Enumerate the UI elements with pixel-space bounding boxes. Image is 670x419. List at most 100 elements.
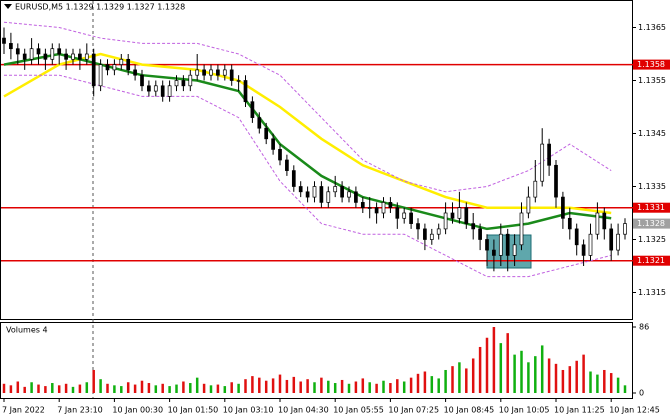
candle-body [333,186,338,193]
x-tick-label: 7 Jan 2022 [2,406,45,415]
candle-body [229,69,234,81]
candle-body [91,53,96,87]
candle-body [126,58,131,71]
candle-body [15,48,20,55]
candle-body [395,207,400,219]
volume-panel [0,322,633,399]
candle-body [450,212,455,219]
candle-body [29,48,34,60]
candle-body [464,207,469,224]
x-tick-label: 10 Jan 05:55 [333,406,384,415]
candle-body [416,223,420,230]
candle-body [374,207,379,214]
candle-body [84,53,89,60]
last-price-label: 1.1328 [637,219,665,228]
candle-body [402,212,407,219]
candle-body [22,53,27,60]
candle-body [119,58,124,65]
candle-body [2,37,6,44]
x-tick-label: 10 Jan 08:45 [444,406,495,415]
candle-body [423,228,427,240]
candle-body [388,202,393,209]
indicator-line [3,52,612,215]
candle-body [50,48,55,60]
candle-body [478,228,482,240]
candle-body [112,64,117,71]
candle-body [485,239,489,251]
level-tag [633,202,670,213]
candle-body [160,85,165,97]
candle-body [429,233,434,240]
candle-body [554,164,558,198]
symbol-icon [4,4,12,9]
candle-body [367,207,372,209]
candle-body [195,69,200,76]
candle-body [471,223,476,230]
candle-body [133,69,137,76]
candle-body [340,186,344,198]
candle-body [174,80,179,87]
level-tag [633,255,670,266]
candle-body [285,159,289,171]
candle-body [298,186,303,193]
candle-body [616,233,620,251]
candle-body [43,53,48,60]
y-tick-label: 1.1365 [638,23,666,32]
candle-body [540,143,545,182]
candle-body [105,64,110,71]
candle-body [147,85,151,92]
candle-body [209,69,213,76]
chart-title: EURUSD,M5 1.1329 1.1329 1.1327 1.1328 [15,3,185,12]
candle-body [153,85,158,92]
level-label: 1.1321 [637,256,665,265]
x-tick-label: 10 Jan 00:30 [112,406,163,415]
candle-body [347,191,351,198]
candle-body [609,228,614,251]
x-tick-label: 10 Jan 01:50 [168,406,219,415]
candle-body [602,212,607,230]
candle-body [71,53,75,60]
candle-body [188,74,193,87]
x-tick-label: 7 Jan 23:10 [57,406,103,415]
volume-tick-label: 86 [639,323,649,332]
candle-body [443,212,448,230]
candle-body [291,170,296,187]
candle-body [409,212,413,224]
candle-body [436,228,441,235]
candle-body [547,143,551,166]
candle-body [533,180,538,198]
candle-body [492,249,496,256]
candle-body [574,228,579,246]
candle-body [167,85,172,97]
plot [1,21,633,393]
candle-body [526,196,531,214]
x-tick-label: 10 Jan 03:10 [223,406,274,415]
candle-body [98,64,103,87]
candle-body [9,43,13,50]
indicator-line [3,21,612,193]
candle-body [623,223,627,235]
candle-body [360,202,365,209]
candle-body [236,80,241,82]
candle-body [498,233,503,256]
volume-title: Volumes 4 [6,326,48,335]
x-tick-label: 10 Jan 12:45 [609,406,660,415]
y-tick-label: 1.1315 [638,288,666,297]
x-tick-label: 10 Jan 10:05 [499,406,550,415]
candle-body [381,202,386,214]
candle-body [457,207,462,219]
level-label: 1.1358 [637,60,665,69]
candle-body [278,149,282,161]
x-tick-label: 10 Jan 11:25 [554,406,605,415]
candle-body [64,53,68,60]
candle-body [305,191,310,198]
candle-body [561,196,565,219]
candle-body [567,217,572,230]
candle-body [243,80,248,103]
volume-tick-label: 0 [639,389,644,398]
candle-body [264,127,269,140]
candle-body [57,48,62,55]
candle-body [216,69,220,76]
candle-body [312,186,317,198]
